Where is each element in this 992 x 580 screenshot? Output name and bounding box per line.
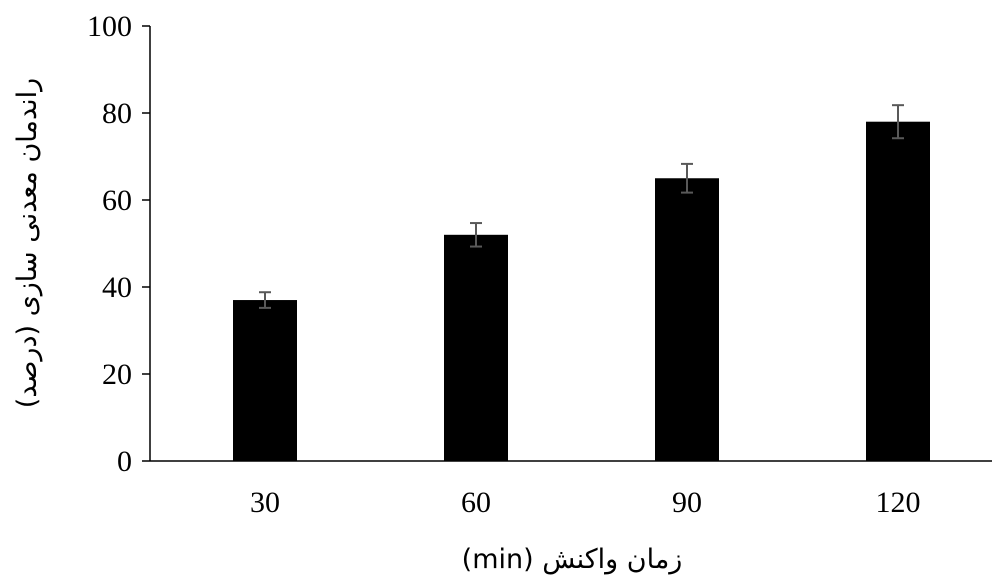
bar <box>866 121 930 461</box>
bar <box>233 300 297 461</box>
y-axis-ticks: 0 20 40 60 80 100 <box>87 10 150 478</box>
x-tick-label: 60 <box>461 486 491 519</box>
y-axis-title: راندمان معدنی سازی (درصد) <box>12 78 43 408</box>
x-axis-title: زمان واکنش (min) <box>462 544 683 575</box>
y-tick-label: 20 <box>102 358 132 391</box>
y-tick-label: 0 <box>117 445 132 478</box>
y-tick-label: 60 <box>102 184 132 217</box>
bar <box>444 234 508 461</box>
bars <box>233 121 930 461</box>
x-tick-label: 30 <box>250 486 280 519</box>
x-tick-label: 120 <box>876 486 921 519</box>
y-tick-label: 80 <box>102 97 132 130</box>
x-axis-ticks: 30 60 90 120 <box>250 486 921 519</box>
y-tick-label: 40 <box>102 271 132 304</box>
x-tick-label: 90 <box>672 486 702 519</box>
y-tick-label: 100 <box>87 10 132 43</box>
error-bars <box>259 104 904 309</box>
bar <box>655 178 719 461</box>
